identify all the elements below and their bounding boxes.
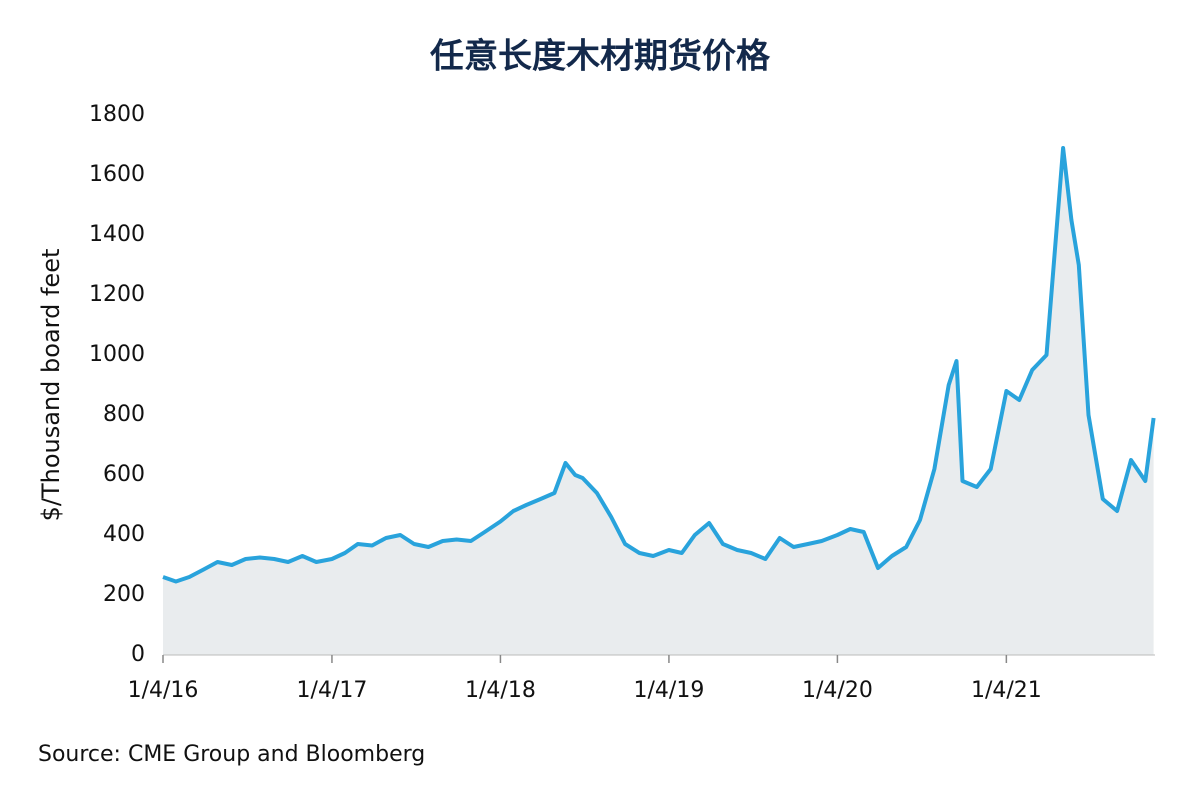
y-tick-label: 1600 [89,162,145,187]
y-tick-label: 1400 [89,222,145,247]
y-tick-label: 1200 [89,282,145,307]
x-tick-label: 1/4/21 [971,678,1042,703]
area-fill [163,148,1154,655]
y-tick-label: 0 [131,642,145,667]
y-tick-label: 800 [103,402,145,427]
x-tick-label: 1/4/17 [297,678,368,703]
y-tick-label: 1800 [89,102,145,127]
y-tick-label: 200 [103,582,145,607]
y-axis-label: $/Thousand board feet [37,249,65,522]
y-tick-label: 400 [103,522,145,547]
source-note: Source: CME Group and Bloomberg [38,742,425,767]
y-tick-label: 600 [103,462,145,487]
x-tick-label: 1/4/20 [802,678,873,703]
price-line [162,146,1156,584]
x-tick-label: 1/4/19 [634,678,705,703]
x-tick-label: 1/4/18 [465,678,536,703]
x-tick-label: 1/4/16 [128,678,199,703]
chart-title: 任意长度木材期货价格 [430,37,771,77]
y-tick-label: 1000 [89,342,145,367]
